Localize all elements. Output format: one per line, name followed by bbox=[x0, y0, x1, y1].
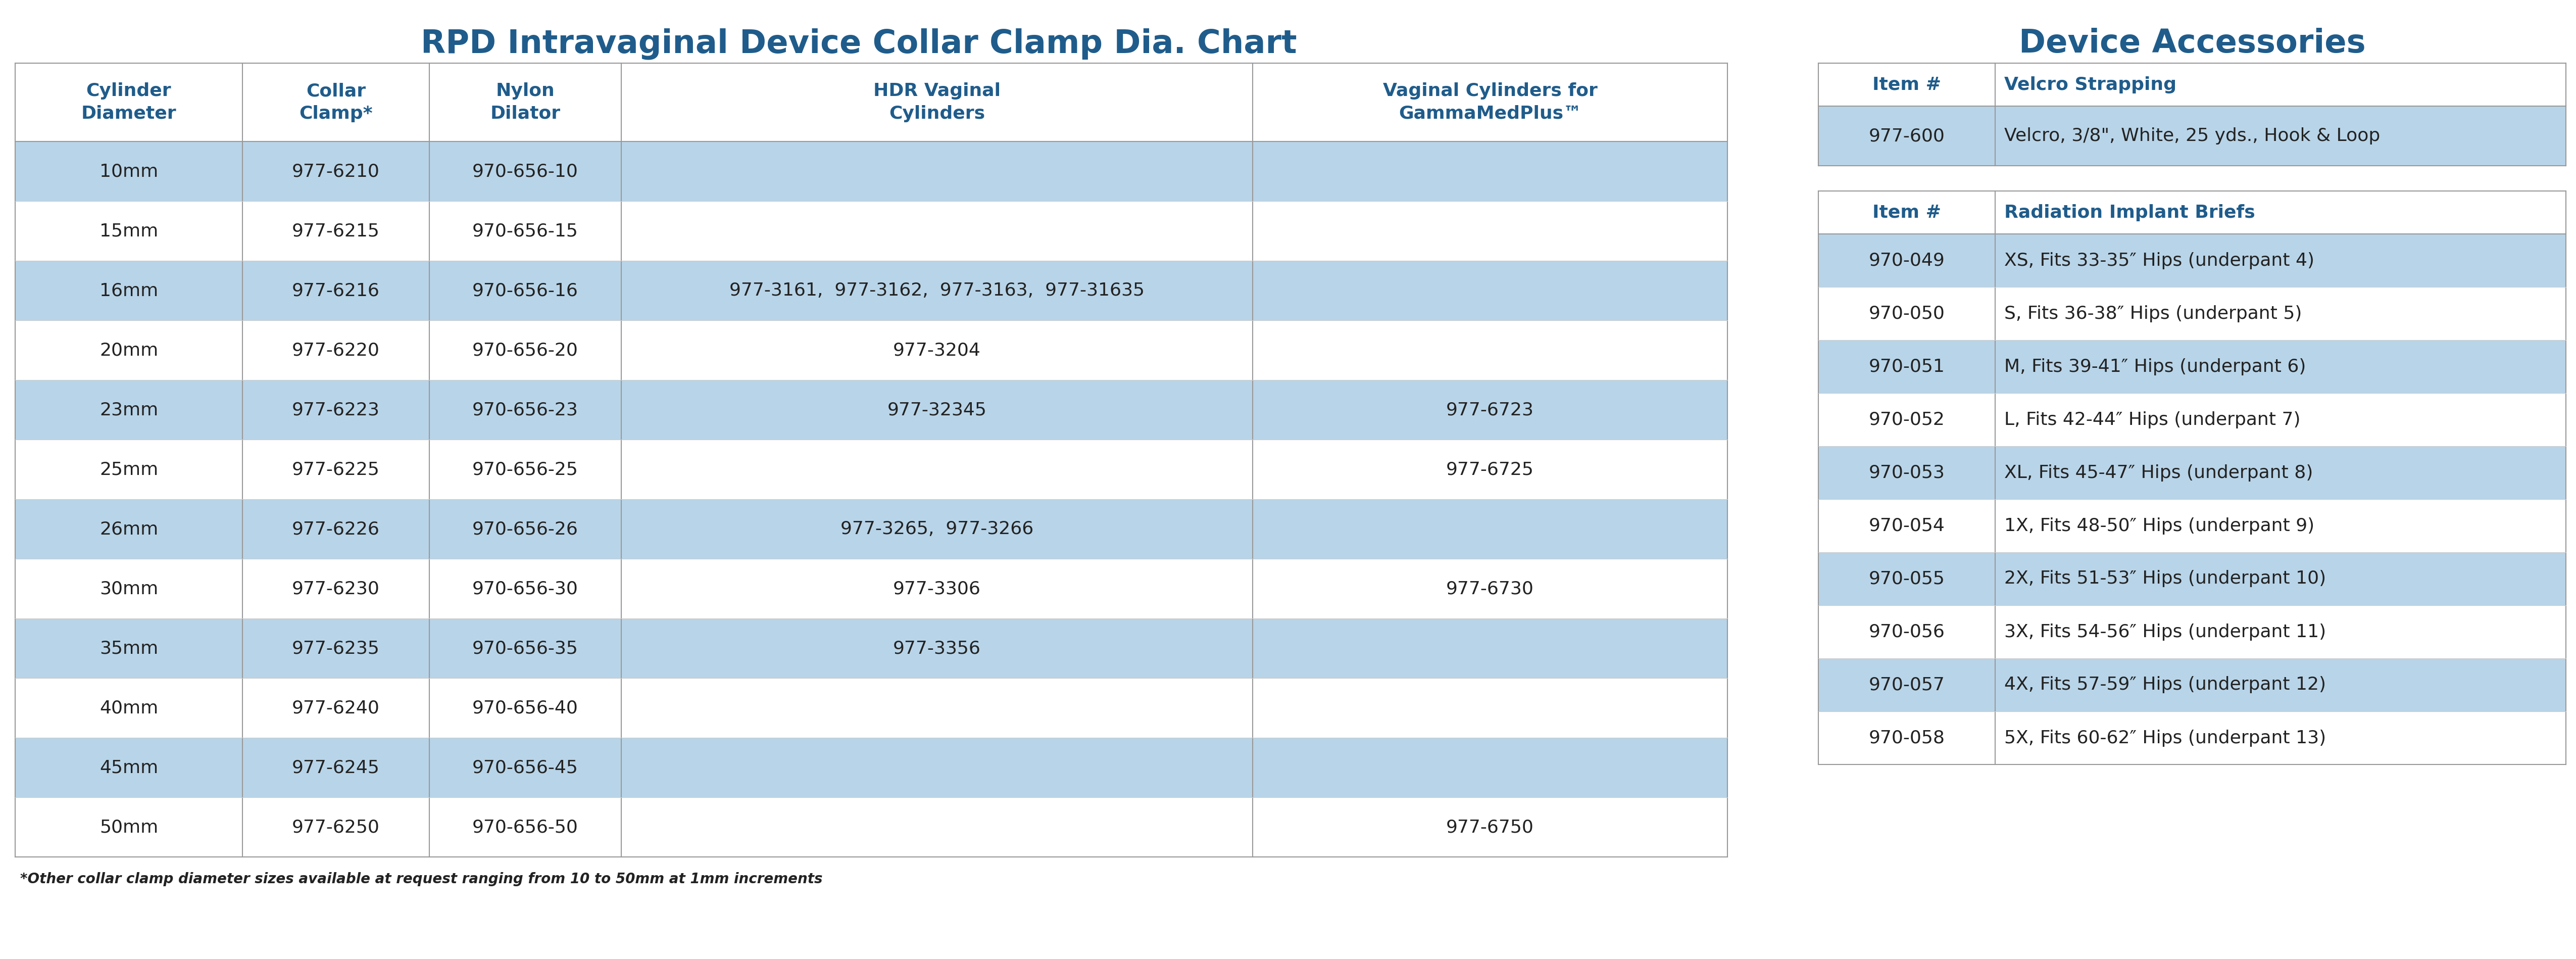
Text: XS, Fits 33-35″ Hips (underpant 4): XS, Fits 33-35″ Hips (underpant 4) bbox=[2004, 252, 2313, 269]
Bar bbox=[15, 261, 1728, 320]
Text: 977-6226: 977-6226 bbox=[291, 521, 379, 538]
Text: M, Fits 39-41″ Hips (underpant 6): M, Fits 39-41″ Hips (underpant 6) bbox=[2004, 358, 2306, 375]
Text: 977-6210: 977-6210 bbox=[291, 163, 379, 180]
Bar bbox=[1819, 659, 2566, 712]
Text: 977-3161,  977-3162,  977-3163,  977-31635: 977-3161, 977-3162, 977-3163, 977-31635 bbox=[729, 282, 1144, 299]
Text: 970-054: 970-054 bbox=[1868, 517, 1945, 534]
Text: Item #: Item # bbox=[1873, 76, 1942, 93]
Bar bbox=[15, 619, 1728, 678]
Text: 977-6250: 977-6250 bbox=[291, 819, 379, 835]
Text: 970-052: 970-052 bbox=[1868, 411, 1945, 429]
Text: 970-656-23: 970-656-23 bbox=[471, 401, 577, 418]
Text: 977-6235: 977-6235 bbox=[291, 640, 379, 657]
Text: 970-055: 970-055 bbox=[1868, 571, 1945, 587]
Text: 970-656-16: 970-656-16 bbox=[471, 282, 577, 299]
Text: Cylinder
Diameter: Cylinder Diameter bbox=[82, 82, 175, 122]
Text: 1X, Fits 48-50″ Hips (underpant 9): 1X, Fits 48-50″ Hips (underpant 9) bbox=[2004, 517, 2313, 534]
Text: 10mm: 10mm bbox=[100, 163, 157, 180]
Text: 970-656-45: 970-656-45 bbox=[471, 759, 577, 776]
Text: XL, Fits 45-47″ Hips (underpant 8): XL, Fits 45-47″ Hips (underpant 8) bbox=[2004, 464, 2313, 481]
Text: 977-6725: 977-6725 bbox=[1445, 461, 1533, 478]
Bar bbox=[15, 737, 1728, 797]
Text: 977-6216: 977-6216 bbox=[291, 282, 379, 299]
Text: Velcro, 3/8", White, 25 yds., Hook & Loop: Velcro, 3/8", White, 25 yds., Hook & Loo… bbox=[2004, 128, 2380, 145]
Text: RPD Intravaginal Device Collar Clamp Dia. Chart: RPD Intravaginal Device Collar Clamp Dia… bbox=[420, 28, 1296, 59]
Text: Item #: Item # bbox=[1873, 204, 1942, 222]
Text: 45mm: 45mm bbox=[100, 759, 157, 776]
Text: 977-6220: 977-6220 bbox=[291, 341, 379, 359]
Text: 977-6223: 977-6223 bbox=[291, 401, 379, 418]
Text: 16mm: 16mm bbox=[100, 282, 157, 299]
Text: 977-3265,  977-3266: 977-3265, 977-3266 bbox=[840, 521, 1033, 538]
Text: 970-656-15: 970-656-15 bbox=[471, 222, 577, 240]
Bar bbox=[1819, 234, 2566, 287]
Text: 977-3204: 977-3204 bbox=[894, 341, 981, 359]
Text: 977-3356: 977-3356 bbox=[894, 640, 981, 657]
Bar bbox=[15, 500, 1728, 559]
Text: 977-6225: 977-6225 bbox=[291, 461, 379, 478]
Text: 23mm: 23mm bbox=[100, 401, 157, 418]
Text: 30mm: 30mm bbox=[100, 580, 157, 597]
Text: Vaginal Cylinders for
GammaMedPlus™: Vaginal Cylinders for GammaMedPlus™ bbox=[1383, 82, 1597, 122]
Text: Radiation Implant Briefs: Radiation Implant Briefs bbox=[2004, 204, 2254, 222]
Text: 970-057: 970-057 bbox=[1868, 676, 1945, 693]
Text: 977-6750: 977-6750 bbox=[1445, 819, 1533, 835]
Text: 977-6730: 977-6730 bbox=[1445, 580, 1533, 597]
Text: 40mm: 40mm bbox=[100, 699, 157, 716]
Text: 970-656-40: 970-656-40 bbox=[471, 699, 577, 716]
Text: L, Fits 42-44″ Hips (underpant 7): L, Fits 42-44″ Hips (underpant 7) bbox=[2004, 411, 2300, 429]
Text: *Other collar clamp diameter sizes available at request ranging from 10 to 50mm : *Other collar clamp diameter sizes avail… bbox=[21, 872, 822, 886]
Bar bbox=[1819, 552, 2566, 605]
Text: 5X, Fits 60-62″ Hips (underpant 13): 5X, Fits 60-62″ Hips (underpant 13) bbox=[2004, 730, 2326, 746]
Text: HDR Vaginal
Cylinders: HDR Vaginal Cylinders bbox=[873, 82, 999, 122]
Text: 970-050: 970-050 bbox=[1868, 305, 1945, 322]
Text: Device Accessories: Device Accessories bbox=[2020, 28, 2365, 59]
Text: 25mm: 25mm bbox=[100, 461, 157, 478]
Text: 970-656-26: 970-656-26 bbox=[471, 521, 577, 538]
Text: 970-051: 970-051 bbox=[1868, 358, 1945, 375]
Bar bbox=[1819, 446, 2566, 500]
Text: 970-656-50: 970-656-50 bbox=[471, 819, 577, 835]
Bar bbox=[1819, 340, 2566, 393]
Text: 2X, Fits 51-53″ Hips (underpant 10): 2X, Fits 51-53″ Hips (underpant 10) bbox=[2004, 571, 2326, 587]
Text: 970-656-10: 970-656-10 bbox=[471, 163, 577, 180]
Bar bbox=[15, 380, 1728, 439]
Text: 3X, Fits 54-56″ Hips (underpant 11): 3X, Fits 54-56″ Hips (underpant 11) bbox=[2004, 623, 2326, 641]
Text: Velcro Strapping: Velcro Strapping bbox=[2004, 76, 2177, 93]
Text: 977-6723: 977-6723 bbox=[1445, 401, 1533, 418]
Text: 970-656-30: 970-656-30 bbox=[471, 580, 577, 597]
Text: 977-6240: 977-6240 bbox=[291, 699, 379, 716]
Text: 977-600: 977-600 bbox=[1868, 128, 1945, 145]
Text: S, Fits 36-38″ Hips (underpant 5): S, Fits 36-38″ Hips (underpant 5) bbox=[2004, 305, 2303, 322]
Text: 20mm: 20mm bbox=[100, 341, 157, 359]
Text: Nylon
Dilator: Nylon Dilator bbox=[489, 82, 562, 122]
Bar bbox=[1819, 106, 2566, 166]
Text: 970-049: 970-049 bbox=[1868, 252, 1945, 269]
Text: 50mm: 50mm bbox=[100, 819, 157, 835]
Text: 977-3306: 977-3306 bbox=[894, 580, 981, 597]
Text: 977-6245: 977-6245 bbox=[291, 759, 379, 776]
Text: 970-053: 970-053 bbox=[1868, 464, 1945, 481]
Text: 35mm: 35mm bbox=[100, 640, 157, 657]
Text: 977-32345: 977-32345 bbox=[886, 401, 987, 418]
Text: 970-656-25: 970-656-25 bbox=[471, 461, 577, 478]
Text: 26mm: 26mm bbox=[100, 521, 157, 538]
Text: 977-6215: 977-6215 bbox=[291, 222, 379, 240]
Text: 977-6230: 977-6230 bbox=[291, 580, 379, 597]
Text: 970-056: 970-056 bbox=[1868, 623, 1945, 641]
Text: 15mm: 15mm bbox=[100, 222, 157, 240]
Text: 970-656-35: 970-656-35 bbox=[471, 640, 577, 657]
Bar bbox=[15, 142, 1728, 201]
Text: 4X, Fits 57-59″ Hips (underpant 12): 4X, Fits 57-59″ Hips (underpant 12) bbox=[2004, 676, 2326, 693]
Text: 970-656-20: 970-656-20 bbox=[471, 341, 577, 359]
Text: 970-058: 970-058 bbox=[1868, 730, 1945, 746]
Text: Collar
Clamp*: Collar Clamp* bbox=[299, 82, 374, 122]
